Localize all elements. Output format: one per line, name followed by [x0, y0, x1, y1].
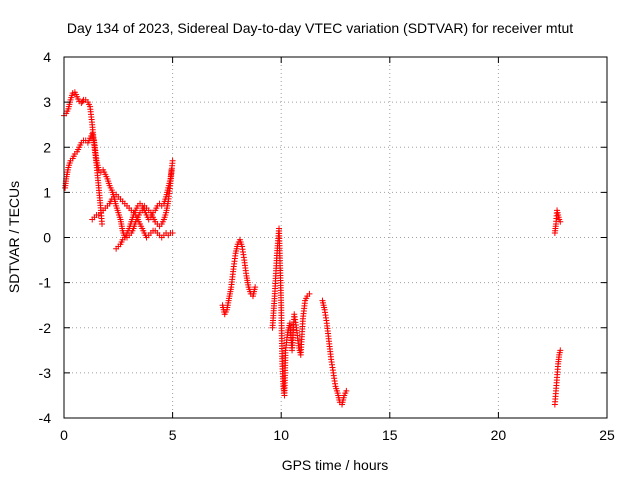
x-tick-label: 20 — [491, 427, 507, 443]
series-trace-7 — [319, 297, 350, 408]
data-point — [169, 229, 176, 236]
data-point — [168, 166, 175, 173]
x-tick-label: 5 — [169, 427, 177, 443]
series-trace-3 — [89, 191, 176, 241]
chart-title: Day 134 of 2023, Sidereal Day-to-day VTE… — [67, 20, 573, 36]
y-tick-label: -4 — [39, 410, 52, 426]
series-trace-4 — [113, 166, 175, 252]
x-tick-label: 15 — [382, 427, 398, 443]
series-trace-8 — [551, 207, 564, 236]
y-tick-label: -1 — [39, 275, 52, 291]
data-point — [557, 218, 564, 225]
x-tick-label: 10 — [273, 427, 289, 443]
data-point — [252, 284, 259, 291]
y-tick-label: 2 — [43, 139, 51, 155]
x-tick-label: 25 — [599, 427, 615, 443]
y-axis-label: SDTVAR / TECUs — [6, 181, 22, 293]
y-tick-label: -3 — [39, 365, 52, 381]
y-tick-label: 0 — [43, 230, 51, 246]
data-point — [306, 290, 313, 297]
series-trace-9 — [551, 347, 564, 408]
y-tick-label: 3 — [43, 94, 51, 110]
data-point — [557, 347, 564, 354]
y-tick-label: -2 — [39, 320, 52, 336]
x-tick-label: 0 — [60, 427, 68, 443]
data-point — [343, 387, 350, 394]
series-trace-5 — [219, 236, 259, 318]
grid-lines — [64, 57, 607, 418]
data-point — [99, 220, 106, 227]
y-tick-label: 1 — [43, 184, 51, 200]
data-point — [169, 157, 176, 164]
axis-ticks: 0 5 10 15 20 25 -4 -3 -2 -1 0 1 2 3 4 — [39, 49, 615, 443]
x-axis-label: GPS time / hours — [282, 457, 389, 473]
series-trace-6 — [269, 225, 313, 399]
y-tick-label: 4 — [43, 49, 51, 65]
series-trace-2 — [62, 130, 176, 241]
data-points — [61, 89, 564, 408]
